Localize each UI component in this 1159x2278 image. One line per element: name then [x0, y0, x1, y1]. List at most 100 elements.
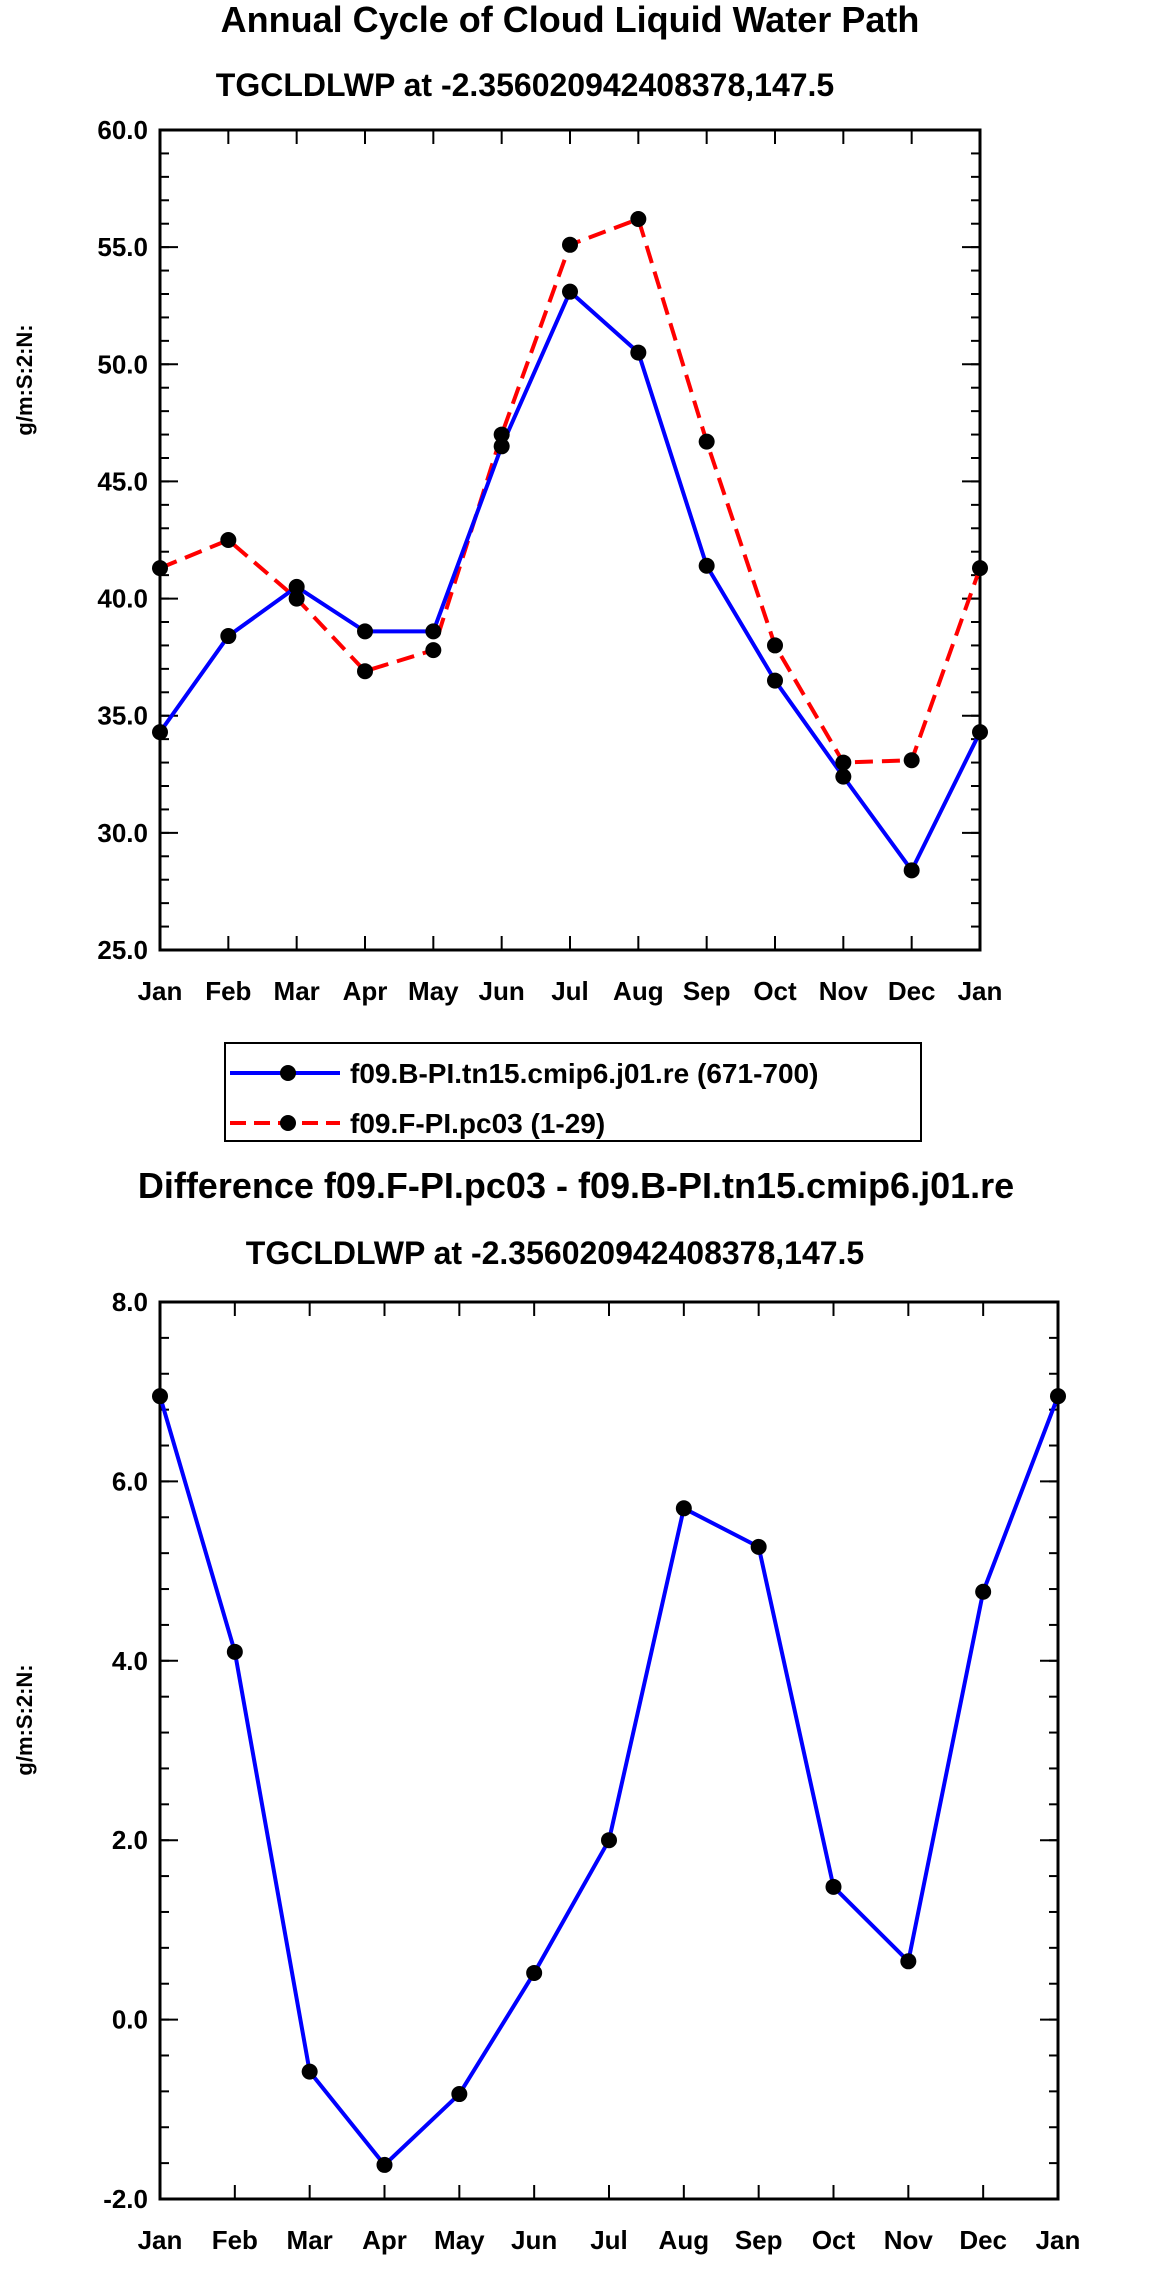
legend-box — [224, 1042, 922, 1142]
data-point — [288, 590, 305, 607]
x-tick-label: Mar — [287, 2225, 333, 2255]
chart1-plot-area — [152, 211, 988, 879]
chart1-axes: Jan Feb Mar Apr May Jun Jul Aug Sep Oct Nov Dec Jan 2… — [97, 115, 1002, 1006]
chart1-title: Annual Cycle of Cloud Liquid Water Path — [221, 0, 920, 40]
data-point — [767, 637, 783, 654]
y-tick-label: 40.0 — [97, 584, 148, 614]
y-tick-label: 25.0 — [97, 935, 148, 965]
legend-marker-b-pi — [280, 1065, 296, 1081]
x-tick-label: Sep — [735, 2225, 783, 2255]
chart-difference: Difference f09.F-PI.pc03 - f09.B-PI.tn15… — [12, 1165, 1080, 2255]
x-tick-label: Jul — [590, 2225, 628, 2255]
chart1-y-axis-label: g/m:S:2:N: — [12, 324, 37, 435]
data-point — [601, 1832, 617, 1849]
x-tick-label: Jul — [551, 976, 589, 1006]
data-point — [767, 672, 783, 689]
legend-label-f-pi: f09.F-PI.pc03 (1-29) — [350, 1108, 605, 1139]
data-point — [220, 532, 237, 548]
data-point — [425, 623, 442, 640]
legend-marker-f-pi — [280, 1115, 296, 1131]
data-point — [152, 560, 168, 577]
legend-label-b-pi: f09.B-PI.tn15.cmip6.j01.re (671-700) — [350, 1058, 818, 1089]
chart2-plot-area — [152, 1388, 1066, 2173]
x-tick-label: Feb — [205, 976, 251, 1006]
x-tick-label: Mar — [274, 976, 320, 1006]
y-tick-label: 8.0 — [112, 1287, 148, 1317]
data-point — [972, 724, 988, 741]
plot-frame — [158, 1300, 1060, 2201]
data-point — [835, 768, 852, 785]
x-tick-label: Apr — [343, 976, 388, 1006]
x-tick-label: Jun — [511, 2225, 557, 2255]
data-point — [825, 1878, 842, 1895]
data-point — [226, 1643, 243, 1660]
y-tick-label: 60.0 — [97, 115, 148, 145]
chart-annual-cycle: Annual Cycle of Cloud Liquid Water Path … — [12, 0, 1002, 1006]
data-point — [698, 557, 715, 574]
chart2-title: Difference f09.F-PI.pc03 - f09.B-PI.tn15… — [138, 1165, 1014, 1206]
x-tick-label: Sep — [683, 976, 731, 1006]
y-tick-label: 0.0 — [112, 2005, 148, 2035]
data-point — [376, 2156, 393, 2173]
x-tick-label: Jan — [138, 976, 183, 1006]
data-point — [220, 628, 237, 645]
chart2-subtitle: TGCLDLWP at -2.356020942408378,147.5 — [246, 1235, 864, 1271]
y-tick-label: 45.0 — [97, 466, 148, 496]
series-line — [158, 289, 982, 873]
data-point — [301, 2063, 318, 2080]
data-point — [698, 433, 715, 450]
plot-frame — [158, 128, 982, 952]
data-point — [152, 724, 168, 741]
data-point — [750, 1538, 767, 1555]
x-tick-label: Nov — [884, 2225, 934, 2255]
x-tick-label: Jan — [1036, 2225, 1081, 2255]
x-tick-label: Jun — [479, 976, 525, 1006]
data-point — [526, 1964, 543, 1981]
data-point — [972, 560, 988, 577]
legend: f09.B-PI.tn15.cmip6.j01.re (671-700) f09… — [224, 1042, 922, 1142]
x-tick-label: May — [408, 976, 459, 1006]
data-point — [288, 578, 305, 595]
data-point — [451, 2086, 468, 2103]
data-point — [493, 426, 510, 443]
series-line — [159, 217, 982, 765]
y-tick-label: 35.0 — [97, 701, 148, 731]
data-point — [425, 642, 442, 659]
data-point — [900, 1953, 917, 1970]
x-tick-label: Oct — [753, 976, 797, 1006]
data-point — [1050, 1388, 1066, 1405]
y-tick-label: 6.0 — [112, 1466, 148, 1496]
y-tick-label: 2.0 — [112, 1825, 148, 1855]
data-point — [630, 211, 647, 228]
data-point — [562, 283, 578, 300]
data-point — [835, 754, 852, 771]
y-tick-label: -2.0 — [103, 2184, 148, 2214]
x-tick-label: Aug — [613, 976, 664, 1006]
chart2-y-axis-label: g/m:S:2:N: — [12, 1664, 37, 1775]
x-tick-label: Aug — [659, 2225, 710, 2255]
data-point — [630, 344, 647, 361]
x-tick-label: Jan — [958, 976, 1003, 1006]
y-tick-label: 55.0 — [97, 232, 148, 262]
x-tick-label: Apr — [362, 2225, 407, 2255]
chart1-subtitle: TGCLDLWP at -2.356020942408378,147.5 — [216, 67, 834, 103]
data-point — [562, 236, 578, 253]
series-line — [158, 1395, 1060, 2167]
y-tick-label: 50.0 — [97, 349, 148, 379]
data-point — [903, 752, 920, 769]
data-point — [493, 438, 510, 455]
y-tick-label: 4.0 — [112, 1646, 148, 1676]
y-tick-label: 30.0 — [97, 818, 148, 848]
x-tick-label: Dec — [959, 2225, 1007, 2255]
data-point — [152, 1388, 168, 1405]
x-tick-label: Nov — [819, 976, 869, 1006]
x-tick-label: May — [434, 2225, 485, 2255]
x-tick-label: Feb — [212, 2225, 258, 2255]
x-tick-label: Oct — [812, 2225, 856, 2255]
data-point — [675, 1500, 692, 1517]
x-tick-label: Dec — [888, 976, 936, 1006]
x-tick-label: Jan — [138, 2225, 183, 2255]
chart2-axes: Jan Feb Mar Apr May Jun Jul Aug Sep Oct Nov Dec Jan -… — [103, 1287, 1080, 2255]
data-point — [975, 1583, 992, 1600]
